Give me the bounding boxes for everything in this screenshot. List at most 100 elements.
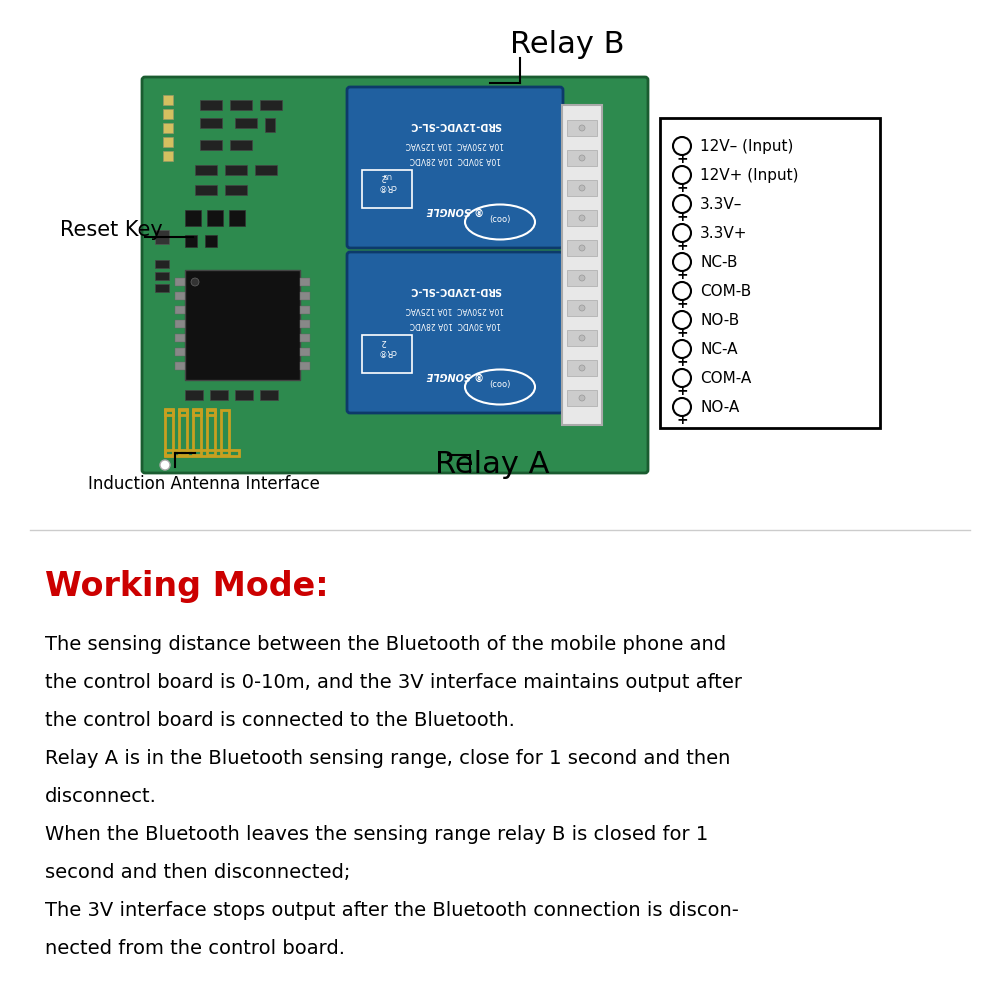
Text: 10A 250VAC  10A 125VAC: 10A 250VAC 10A 125VAC — [406, 140, 504, 149]
Bar — [155, 272, 169, 280]
Bar — [163, 123, 173, 133]
Bar — [205, 235, 217, 247]
Circle shape — [673, 369, 691, 387]
Bar — [567, 210, 597, 226]
Bar — [193, 409, 201, 415]
Circle shape — [579, 275, 585, 281]
Text: 10A 30VDC  10A 28VDC: 10A 30VDC 10A 28VDC — [409, 155, 501, 164]
Bar — [30, 40, 970, 530]
Text: the control board is 0-10m, and the 3V interface maintains output after: the control board is 0-10m, and the 3V i… — [45, 673, 742, 692]
Bar — [163, 109, 173, 119]
Bar — [300, 334, 310, 342]
Circle shape — [579, 305, 585, 311]
Circle shape — [673, 166, 691, 184]
Bar — [175, 334, 185, 342]
Bar — [567, 150, 597, 166]
Text: +: + — [676, 326, 688, 340]
Bar — [260, 390, 278, 400]
Text: +: + — [676, 210, 688, 224]
Text: US: US — [382, 172, 392, 178]
Bar — [185, 390, 203, 400]
Bar — [185, 210, 201, 226]
Bar — [175, 348, 185, 356]
Circle shape — [191, 278, 199, 286]
Bar — [221, 410, 229, 455]
Bar — [195, 185, 217, 195]
Bar — [567, 240, 597, 256]
Text: disconnect.: disconnect. — [45, 787, 157, 806]
Text: the control board is connected to the Bluetooth.: the control board is connected to the Bl… — [45, 711, 515, 730]
Bar — [155, 284, 169, 292]
Bar — [567, 270, 597, 286]
Text: nected from the control board.: nected from the control board. — [45, 939, 345, 958]
Bar — [567, 180, 597, 196]
Bar — [300, 362, 310, 370]
Text: The 3V interface stops output after the Bluetooth connection is discon-: The 3V interface stops output after the … — [45, 901, 739, 920]
Text: SRD-12VDC-SL-C: SRD-12VDC-SL-C — [409, 285, 501, 295]
Circle shape — [673, 224, 691, 242]
Text: Reset Key: Reset Key — [60, 220, 163, 240]
Bar — [265, 118, 275, 132]
Circle shape — [673, 282, 691, 300]
Bar — [179, 409, 187, 415]
Bar — [229, 210, 245, 226]
Text: NC-A: NC-A — [700, 342, 738, 357]
Circle shape — [673, 398, 691, 416]
Bar — [165, 450, 239, 456]
FancyBboxPatch shape — [142, 77, 648, 473]
Bar — [185, 270, 300, 380]
Text: (coo): (coo) — [489, 215, 511, 224]
Circle shape — [579, 215, 585, 221]
Text: Relay A: Relay A — [435, 450, 550, 479]
Bar — [207, 409, 215, 415]
Bar — [207, 410, 215, 455]
Bar — [567, 390, 597, 406]
Circle shape — [579, 155, 585, 161]
Circle shape — [673, 137, 691, 155]
Text: +: + — [676, 297, 688, 311]
Bar — [155, 230, 169, 244]
Bar — [235, 118, 257, 128]
Bar — [300, 348, 310, 356]
Bar — [562, 105, 602, 425]
Bar — [210, 390, 228, 400]
Bar — [175, 278, 185, 286]
Bar — [175, 292, 185, 300]
Text: cR®
  2: cR® 2 — [378, 172, 396, 191]
Text: 3.3V+: 3.3V+ — [700, 226, 748, 241]
Bar — [362, 335, 412, 373]
Text: COM-A: COM-A — [700, 371, 751, 386]
Text: Induction Antenna Interface: Induction Antenna Interface — [88, 475, 320, 493]
Circle shape — [673, 340, 691, 358]
Circle shape — [673, 195, 691, 213]
Text: NO-A: NO-A — [700, 400, 739, 415]
Bar — [567, 360, 597, 376]
Circle shape — [673, 311, 691, 329]
Text: Working Mode:: Working Mode: — [45, 570, 329, 603]
Text: +: + — [676, 355, 688, 369]
Bar — [567, 300, 597, 316]
Bar — [300, 292, 310, 300]
Bar — [179, 410, 187, 455]
Text: NO-B: NO-B — [700, 313, 739, 328]
Text: +: + — [676, 181, 688, 195]
Text: COM-B: COM-B — [700, 284, 751, 299]
Bar — [185, 235, 197, 247]
Bar — [235, 390, 253, 400]
Bar — [362, 170, 412, 208]
Text: +: + — [676, 268, 688, 282]
Text: 10A 250VAC  10A 125VAC: 10A 250VAC 10A 125VAC — [406, 305, 504, 314]
Bar — [567, 330, 597, 346]
Bar — [175, 320, 185, 328]
Circle shape — [579, 395, 585, 401]
Text: NC-B: NC-B — [700, 255, 738, 270]
Bar — [567, 120, 597, 136]
Bar — [207, 210, 223, 226]
Bar — [163, 151, 173, 161]
Text: Relay A is in the Bluetooth sensing range, close for 1 second and then: Relay A is in the Bluetooth sensing rang… — [45, 749, 730, 768]
Bar — [225, 185, 247, 195]
Text: Relay B: Relay B — [510, 30, 624, 59]
FancyBboxPatch shape — [347, 252, 563, 413]
Text: second and then disconnected;: second and then disconnected; — [45, 863, 350, 882]
Bar — [175, 362, 185, 370]
